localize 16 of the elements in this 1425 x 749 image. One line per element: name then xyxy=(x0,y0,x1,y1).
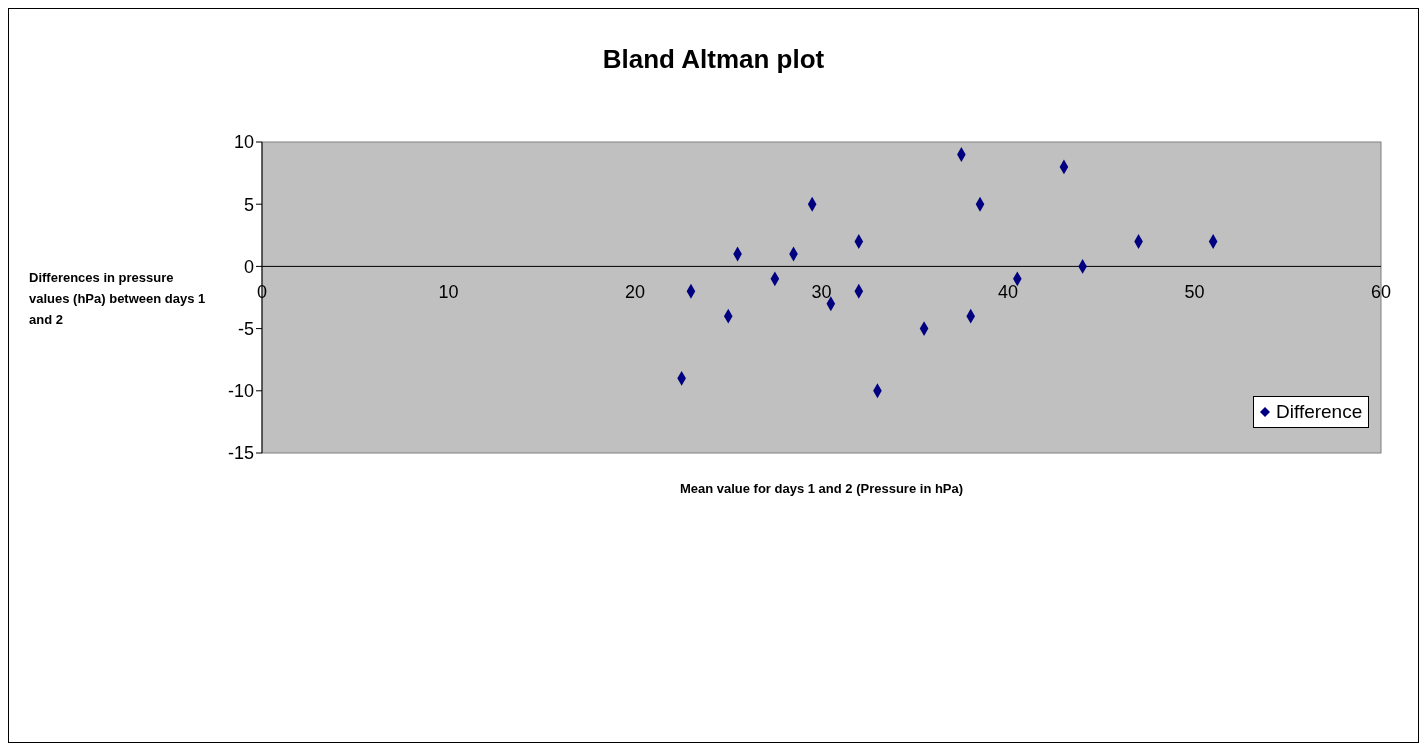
y-tick-label: -10 xyxy=(227,381,254,402)
y-tick-label: 0 xyxy=(243,256,254,277)
y-tick-label: 10 xyxy=(233,132,254,153)
legend-label: Difference xyxy=(1276,401,1363,423)
y-tick-label: -15 xyxy=(227,443,254,464)
x-tick-label: 50 xyxy=(1184,282,1205,303)
chart-title: Bland Altman plot xyxy=(601,44,826,75)
x-tick-label: 20 xyxy=(624,282,646,303)
y-tick-label: 5 xyxy=(243,194,254,215)
y-axis-title: Differences in pressure values (hPa) between days 1 and 2 xyxy=(29,269,207,329)
x-tick-label: 30 xyxy=(811,282,832,303)
y-tick-label: -5 xyxy=(237,318,254,339)
x-tick-label: 10 xyxy=(438,282,459,303)
x-axis-title: Mean value for days 1 and 2 (Pressure in hPa) xyxy=(678,481,965,496)
x-tick-label: 40 xyxy=(997,282,1019,303)
x-tick-label: 60 xyxy=(1370,282,1392,303)
